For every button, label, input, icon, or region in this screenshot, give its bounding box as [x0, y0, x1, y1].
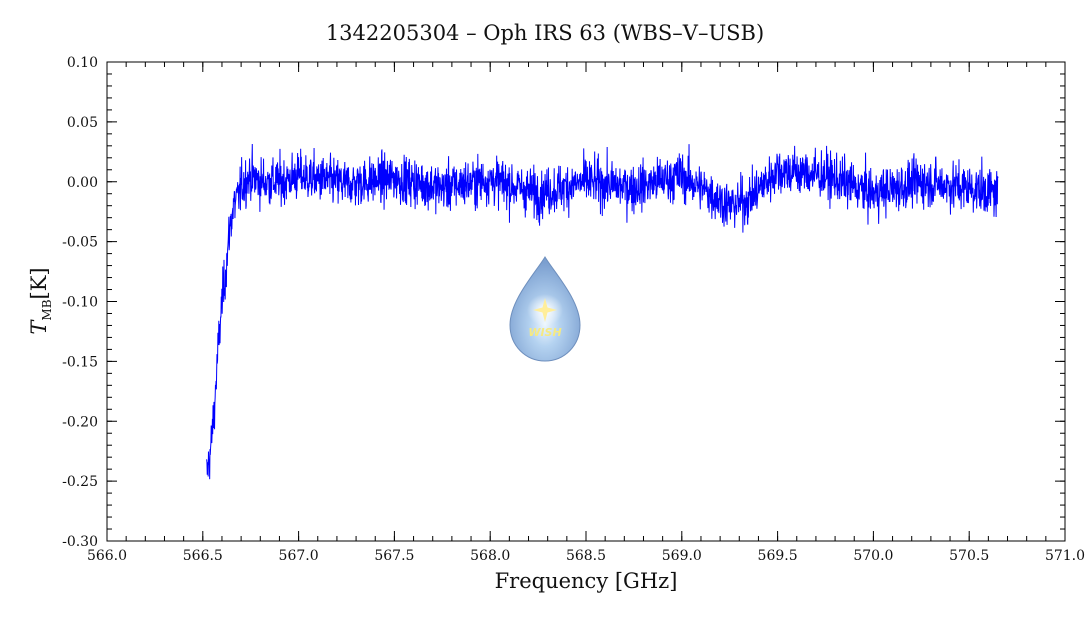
y-tick-label: -0.05	[62, 235, 98, 251]
wish-logo-text: WISH	[528, 326, 561, 339]
x-tick-label: 570.5	[949, 548, 989, 564]
chart-title: 1342205304 – Oph IRS 63 (WBS–V–USB)	[326, 21, 764, 45]
spectrum-line	[206, 144, 999, 480]
y-axis-label: TMB[K]	[27, 267, 54, 334]
y-tick-label: 0.05	[67, 115, 98, 131]
x-axis-ticks	[106, 62, 1066, 541]
plot-frame	[106, 61, 1066, 542]
wish-logo: WISH	[509, 256, 581, 362]
y-tick-label: -0.30	[62, 534, 98, 550]
x-tick-label: 566.0	[87, 548, 127, 564]
y-tick-label: 0.10	[67, 55, 98, 71]
y-tick-label: 0.00	[67, 175, 98, 191]
x-axis-label: Frequency [GHz]	[495, 569, 678, 593]
x-tick-label: 567.5	[374, 548, 414, 564]
y-tick-label: -0.20	[62, 414, 98, 430]
x-axis-tick-labels: 566.0 566.5 567.0 567.5 568.0 568.5 569.0 569.5…	[87, 548, 1085, 564]
x-tick-label: 571.0	[1045, 548, 1085, 564]
y-tick-label: -0.15	[62, 354, 98, 370]
x-tick-label: 567.0	[279, 548, 319, 564]
y-tick-label: -0.25	[62, 474, 98, 490]
x-tick-label: 570.0	[853, 548, 893, 564]
y-axis-label-sub: MB	[40, 299, 54, 320]
x-tick-label: 568.0	[470, 548, 510, 564]
y-tick-label: -0.10	[62, 295, 98, 311]
y-axis-tick-labels: 0.10 0.05 0.00 -0.05 -0.10 -0.15 -0.20 -0.25 -0.…	[62, 55, 98, 550]
y-axis-label-main: T	[27, 319, 51, 335]
x-tick-label: 569.5	[758, 548, 798, 564]
svg-text:TMB[K]: TMB[K]	[27, 267, 54, 334]
x-tick-label: 569.0	[662, 548, 702, 564]
y-axis-label-unit: [K]	[27, 267, 51, 299]
x-tick-label: 568.5	[566, 548, 606, 564]
star-icon	[533, 298, 557, 322]
y-axis-ticks	[107, 61, 1065, 542]
x-tick-label: 566.5	[183, 548, 223, 564]
